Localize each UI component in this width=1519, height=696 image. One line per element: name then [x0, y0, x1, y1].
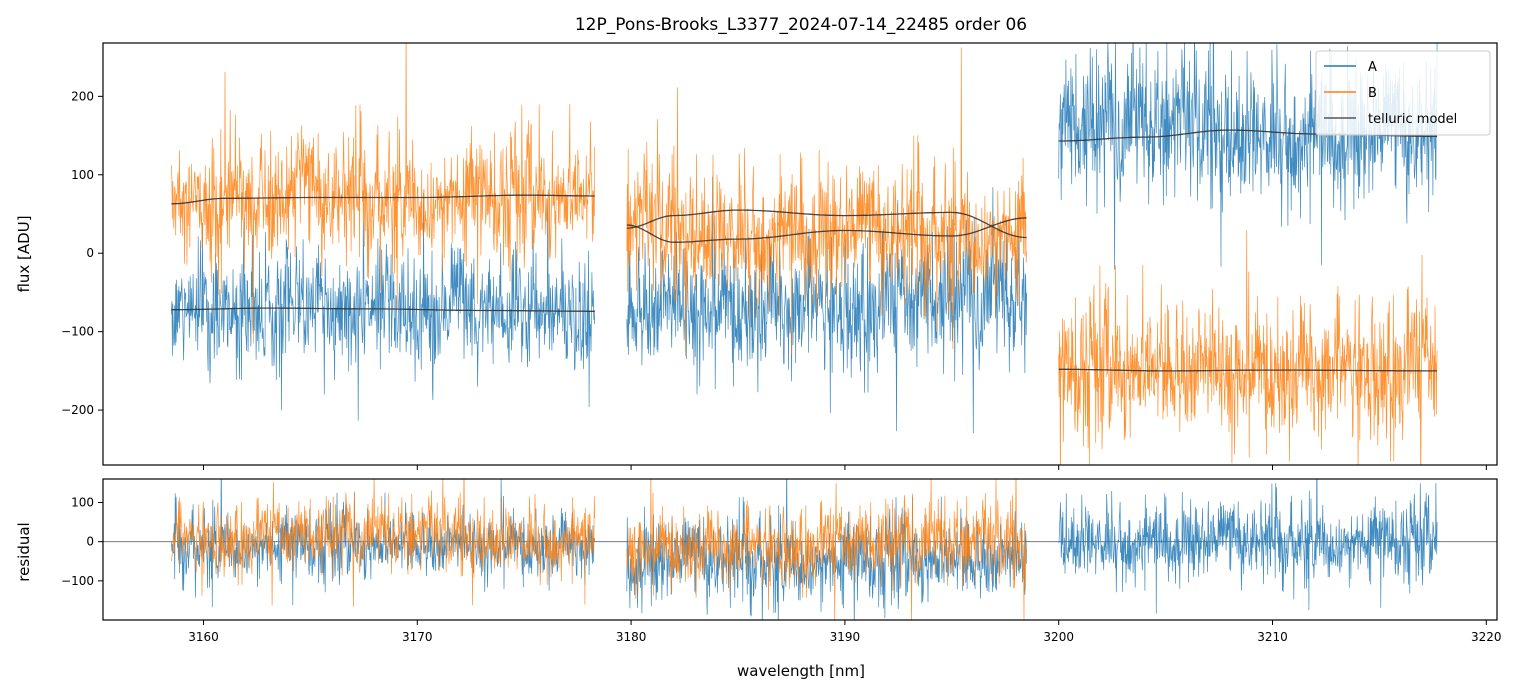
flux-axes-frame [102, 42, 1498, 466]
series-b-segment-2 [626, 479, 1027, 620]
series-b-segment-2 [626, 47, 1027, 356]
residual-x-ticks: 3160 3170 3180 3190 3200 3210 3220 [188, 620, 1502, 644]
series-b-segment-3 [1058, 230, 1438, 465]
y-tick-label: 100 [71, 168, 94, 182]
flux-panel: −200 −100 0 100 200 flux [ADU] [15, 42, 1498, 470]
telluric-model-b-segment-1 [171, 194, 595, 205]
residual-data-layer [103, 479, 1497, 620]
x-tick-label: 3210 [1257, 630, 1288, 644]
residual-panel: −100 0 100 3160 3170 3180 3190 3200 3210 3220 re… [15, 478, 1502, 680]
y-tick-label: 100 [71, 496, 94, 510]
x-tick-label: 3170 [402, 630, 433, 644]
legend-label-model: telluric model [1368, 112, 1457, 127]
flux-y-axis-label: flux [ADU] [15, 215, 33, 292]
x-tick-label: 3220 [1471, 630, 1502, 644]
legend-label-a: A [1368, 60, 1377, 75]
x-tick-label: 3180 [616, 630, 647, 644]
flux-y-ticks: −200 −100 0 100 200 [61, 89, 103, 417]
series-a-segment-1 [171, 193, 596, 421]
y-tick-label: −100 [61, 574, 94, 588]
x-axis-label: wavelength [nm] [737, 662, 865, 680]
telluric-model-a-segment-1 [171, 307, 595, 312]
telluric-model-a-segment-2 [626, 209, 1027, 239]
residual-y-axis-label: residual [15, 522, 33, 581]
residual-axes-frame [102, 478, 1498, 621]
x-tick-label: 3160 [188, 630, 219, 644]
series-a-segment-3 [1058, 479, 1438, 614]
residual-y-ticks: −100 0 100 [61, 496, 103, 588]
telluric-model-b-segment-2 [626, 217, 1027, 243]
y-tick-label: 200 [71, 89, 94, 103]
y-tick-label: 0 [86, 535, 94, 549]
x-tick-label: 3190 [830, 630, 861, 644]
telluric-model-b-segment-3 [1058, 368, 1438, 372]
flux-data-layer [171, 43, 1438, 465]
y-tick-label: −200 [61, 403, 94, 417]
x-tick-label: 3200 [1043, 630, 1074, 644]
y-tick-label: 0 [86, 246, 94, 260]
legend-label-b: B [1368, 86, 1377, 101]
y-tick-label: −100 [61, 325, 94, 339]
series-a-segment-2 [626, 176, 1027, 434]
legend-box [1315, 50, 1491, 136]
chart-title: 12P_Pons-Brooks_L3377_2024-07-14_22485 o… [575, 15, 1027, 35]
legend: A B telluric model [1315, 50, 1491, 136]
series-b-segment-1 [171, 43, 596, 344]
flux-x-ticks [202, 465, 1487, 470]
series-b-segment-1 [171, 479, 596, 607]
